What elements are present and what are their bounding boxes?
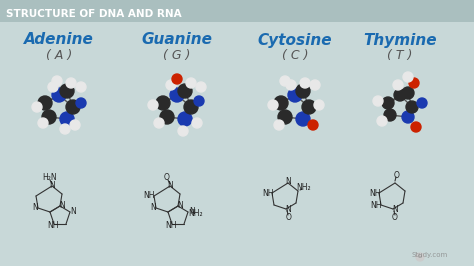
Circle shape: [178, 112, 192, 126]
Text: NH: NH: [369, 189, 381, 197]
Text: O: O: [392, 213, 398, 222]
Circle shape: [402, 111, 414, 123]
Circle shape: [48, 82, 58, 92]
Circle shape: [38, 118, 48, 128]
Circle shape: [288, 88, 302, 102]
FancyBboxPatch shape: [0, 0, 474, 22]
Circle shape: [409, 78, 419, 88]
Circle shape: [76, 82, 86, 92]
Circle shape: [32, 102, 42, 112]
Circle shape: [154, 118, 164, 128]
Text: N: N: [177, 202, 183, 210]
Circle shape: [286, 80, 296, 90]
Circle shape: [314, 100, 324, 110]
Text: N: N: [285, 177, 291, 186]
Circle shape: [402, 87, 414, 99]
Text: Adenine: Adenine: [24, 32, 94, 48]
Circle shape: [274, 96, 288, 110]
Circle shape: [308, 120, 318, 130]
Circle shape: [60, 112, 74, 126]
Circle shape: [178, 126, 188, 136]
Circle shape: [156, 96, 170, 110]
Text: N: N: [189, 207, 195, 217]
Circle shape: [373, 96, 383, 106]
Circle shape: [172, 74, 182, 84]
Text: N: N: [392, 205, 398, 214]
Circle shape: [382, 97, 394, 109]
Circle shape: [60, 84, 74, 98]
Circle shape: [406, 101, 418, 113]
Text: ( A ): ( A ): [46, 48, 72, 61]
Circle shape: [170, 88, 184, 102]
Text: NH: NH: [262, 189, 274, 197]
Circle shape: [278, 110, 292, 124]
Circle shape: [194, 96, 204, 106]
Text: Study.com: Study.com: [412, 252, 448, 258]
Text: NH: NH: [370, 201, 382, 210]
Circle shape: [296, 84, 310, 98]
Circle shape: [416, 253, 424, 261]
Text: H₂N: H₂N: [43, 173, 57, 182]
Text: ( C ): ( C ): [282, 48, 308, 61]
Circle shape: [310, 80, 320, 90]
Circle shape: [196, 82, 206, 92]
Circle shape: [60, 124, 70, 134]
Circle shape: [274, 120, 284, 130]
Text: ( T ): ( T ): [387, 48, 413, 61]
Circle shape: [411, 122, 421, 132]
Circle shape: [192, 118, 202, 128]
Text: NH: NH: [165, 221, 177, 230]
Circle shape: [280, 76, 290, 86]
Circle shape: [417, 98, 427, 108]
Text: N: N: [49, 181, 55, 189]
Circle shape: [76, 98, 86, 108]
Text: N: N: [167, 181, 173, 189]
Text: N: N: [59, 202, 65, 210]
Circle shape: [377, 116, 387, 126]
Circle shape: [160, 110, 174, 124]
Circle shape: [38, 96, 52, 110]
Text: Thymine: Thymine: [363, 32, 437, 48]
Text: NH: NH: [47, 221, 59, 230]
Circle shape: [52, 88, 66, 102]
Text: N: N: [32, 203, 38, 213]
Circle shape: [186, 78, 196, 88]
Text: NH₂: NH₂: [189, 210, 203, 218]
Text: O: O: [394, 171, 400, 180]
Circle shape: [184, 100, 198, 114]
Circle shape: [166, 80, 176, 90]
Circle shape: [394, 89, 406, 101]
Text: O: O: [286, 213, 292, 222]
Circle shape: [52, 76, 62, 86]
Circle shape: [384, 109, 396, 121]
Text: NH₂: NH₂: [297, 184, 311, 193]
Text: N: N: [150, 203, 156, 213]
Circle shape: [42, 110, 56, 124]
Text: Guanine: Guanine: [142, 32, 212, 48]
Circle shape: [70, 120, 80, 130]
Circle shape: [393, 80, 403, 90]
Circle shape: [268, 100, 278, 110]
Circle shape: [296, 112, 310, 126]
Circle shape: [178, 84, 192, 98]
Circle shape: [302, 100, 316, 114]
Circle shape: [300, 78, 310, 88]
Circle shape: [148, 100, 158, 110]
Text: O: O: [418, 255, 422, 260]
Text: NH: NH: [143, 192, 155, 201]
Text: ( G ): ( G ): [164, 48, 191, 61]
Text: N: N: [285, 205, 291, 214]
Text: STRUCTURE OF DNA AND RNA: STRUCTURE OF DNA AND RNA: [6, 9, 182, 19]
Text: O: O: [164, 173, 170, 182]
Text: Cytosine: Cytosine: [258, 32, 332, 48]
Text: N: N: [70, 207, 76, 217]
Circle shape: [66, 78, 76, 88]
Circle shape: [66, 100, 80, 114]
Circle shape: [403, 72, 413, 82]
